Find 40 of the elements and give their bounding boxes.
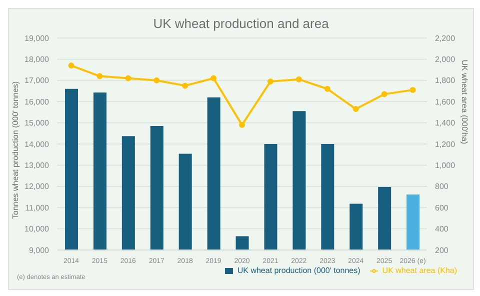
y2-tick-label: 1,000 [435,161,456,170]
y-tick-label: 10,000 [24,224,50,234]
y-tick-label: 18,000 [24,55,50,64]
point [352,106,359,112]
y2-tick-label: 600 [435,203,449,212]
y-tick-label: 11,000 [25,203,50,212]
y-tick-label: 16,000 [24,97,50,106]
y-tick-label: 17,000 [24,76,50,86]
y-tick-label: 9,000 [28,246,50,255]
point [410,86,416,93]
point [324,86,330,92]
legend-label: UK wheat area (Kha) [382,266,457,275]
y-tick-label: 12,000 [24,182,50,192]
y2-tick-label: 1,600 [435,97,456,106]
y-tick-label: 15,000 [24,118,50,128]
y2-tick-label: 1,800 [435,76,456,86]
point [182,82,188,89]
point [210,75,217,82]
point [125,75,132,82]
y2-axis-title: UK wheat area (000'ha) [460,60,470,144]
y-axis-title: Tonnes wheat production (000' tonnes) [10,81,20,219]
y2-tick-label: 1,400 [435,118,456,128]
legend-label: UK wheat production (000' tonnes) [237,266,360,275]
y2-tick-label: 200 [435,246,449,255]
point [267,78,274,84]
point [296,76,302,82]
point [381,91,388,98]
point [239,122,245,128]
y-tick-label: 14,000 [24,140,50,149]
y2-tick-label: 2,200 [435,34,456,43]
point [96,73,103,80]
point [154,77,160,84]
y2-tick-label: 400 [435,224,449,234]
y2-tick-label: 1,200 [435,140,456,149]
y2-tick-label: 2,000 [435,55,456,64]
y2-tick-label: 800 [435,182,449,192]
point [68,62,74,69]
chart-title: UK wheat production and area [152,15,330,32]
y-tick-label: 13,000 [24,161,50,170]
y-tick-label: 19,000 [24,34,50,43]
